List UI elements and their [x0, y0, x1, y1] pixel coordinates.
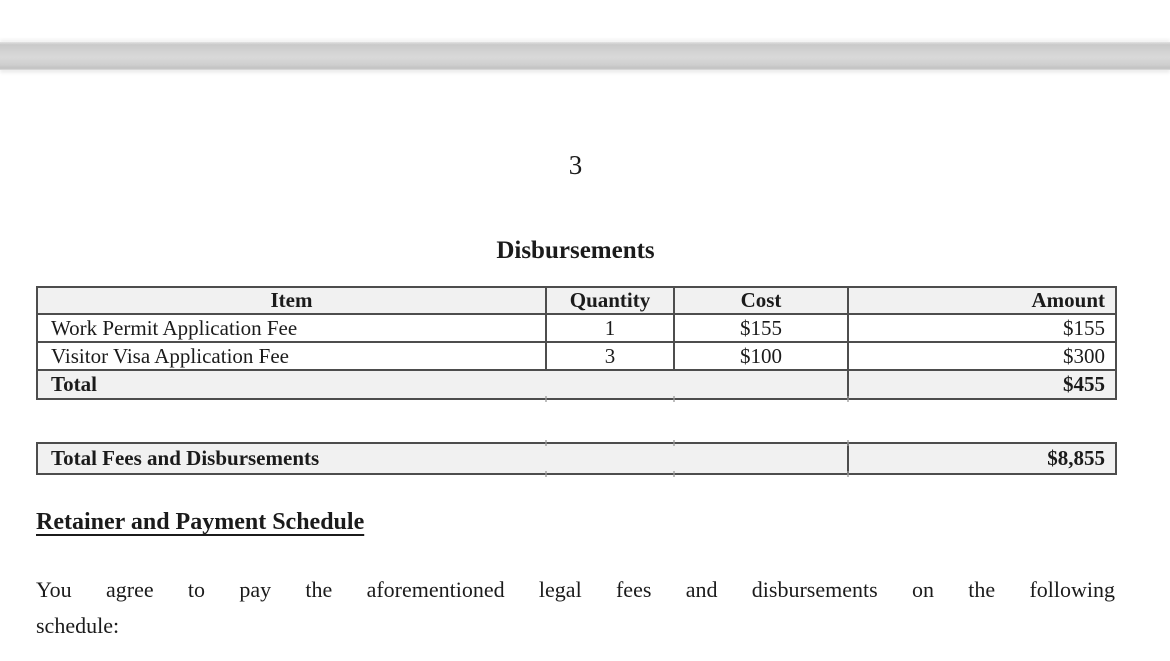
header-item: Item [36, 286, 547, 315]
grand-total-table: Total Fees and Disbursements $8,855 [36, 440, 1117, 477]
column-tick [847, 440, 849, 446]
column-tick [545, 440, 547, 446]
page-separator-bar [0, 42, 1170, 70]
retainer-heading: Retainer and Payment Schedule [36, 509, 365, 535]
table-total-row: Total $455 [36, 369, 1117, 400]
grand-total-row: Total Fees and Disbursements $8,855 [36, 442, 1117, 475]
cell-cost: $100 [673, 341, 849, 371]
section-title-disbursements: Disbursements [496, 237, 655, 264]
cell-item: Visitor Visa Application Fee [36, 341, 547, 371]
grand-total-grid: Total Fees and Disbursements $8,855 [36, 442, 1117, 475]
cell-item: Work Permit Application Fee [36, 313, 547, 343]
total-amount: $455 [847, 369, 1117, 400]
column-tick [545, 396, 547, 402]
page-number: 3 [568, 150, 583, 180]
disbursements-table-grid: Item Quantity Cost Amount Work Permit Ap… [36, 286, 1117, 400]
grand-total-amount: $8,855 [847, 442, 1117, 475]
retainer-paragraph: You agree to pay the aforementioned lega… [36, 572, 1115, 644]
column-tick [673, 440, 675, 446]
total-label: Total [36, 369, 849, 400]
grand-total-label: Total Fees and Disbursements [36, 442, 849, 475]
disbursements-table: Item Quantity Cost Amount Work Permit Ap… [36, 286, 1117, 402]
cell-amount: $155 [847, 313, 1117, 343]
table-row: Work Permit Application Fee 1 $155 $155 [36, 313, 1117, 343]
cell-quantity: 3 [545, 341, 675, 371]
paragraph-line: schedule: [36, 613, 120, 638]
header-amount: Amount [847, 286, 1117, 315]
cell-amount: $300 [847, 341, 1117, 371]
cell-cost: $155 [673, 313, 849, 343]
column-tick [673, 396, 675, 402]
header-cost: Cost [673, 286, 849, 315]
column-tick [847, 471, 849, 477]
header-quantity: Quantity [545, 286, 675, 315]
table-header-row: Item Quantity Cost Amount [36, 286, 1117, 315]
paragraph-line: You agree to pay the aforementioned lega… [36, 577, 1115, 602]
column-tick [847, 396, 849, 402]
column-tick [673, 471, 675, 477]
table-row: Visitor Visa Application Fee 3 $100 $300 [36, 341, 1117, 371]
column-tick [545, 471, 547, 477]
cell-quantity: 1 [545, 313, 675, 343]
